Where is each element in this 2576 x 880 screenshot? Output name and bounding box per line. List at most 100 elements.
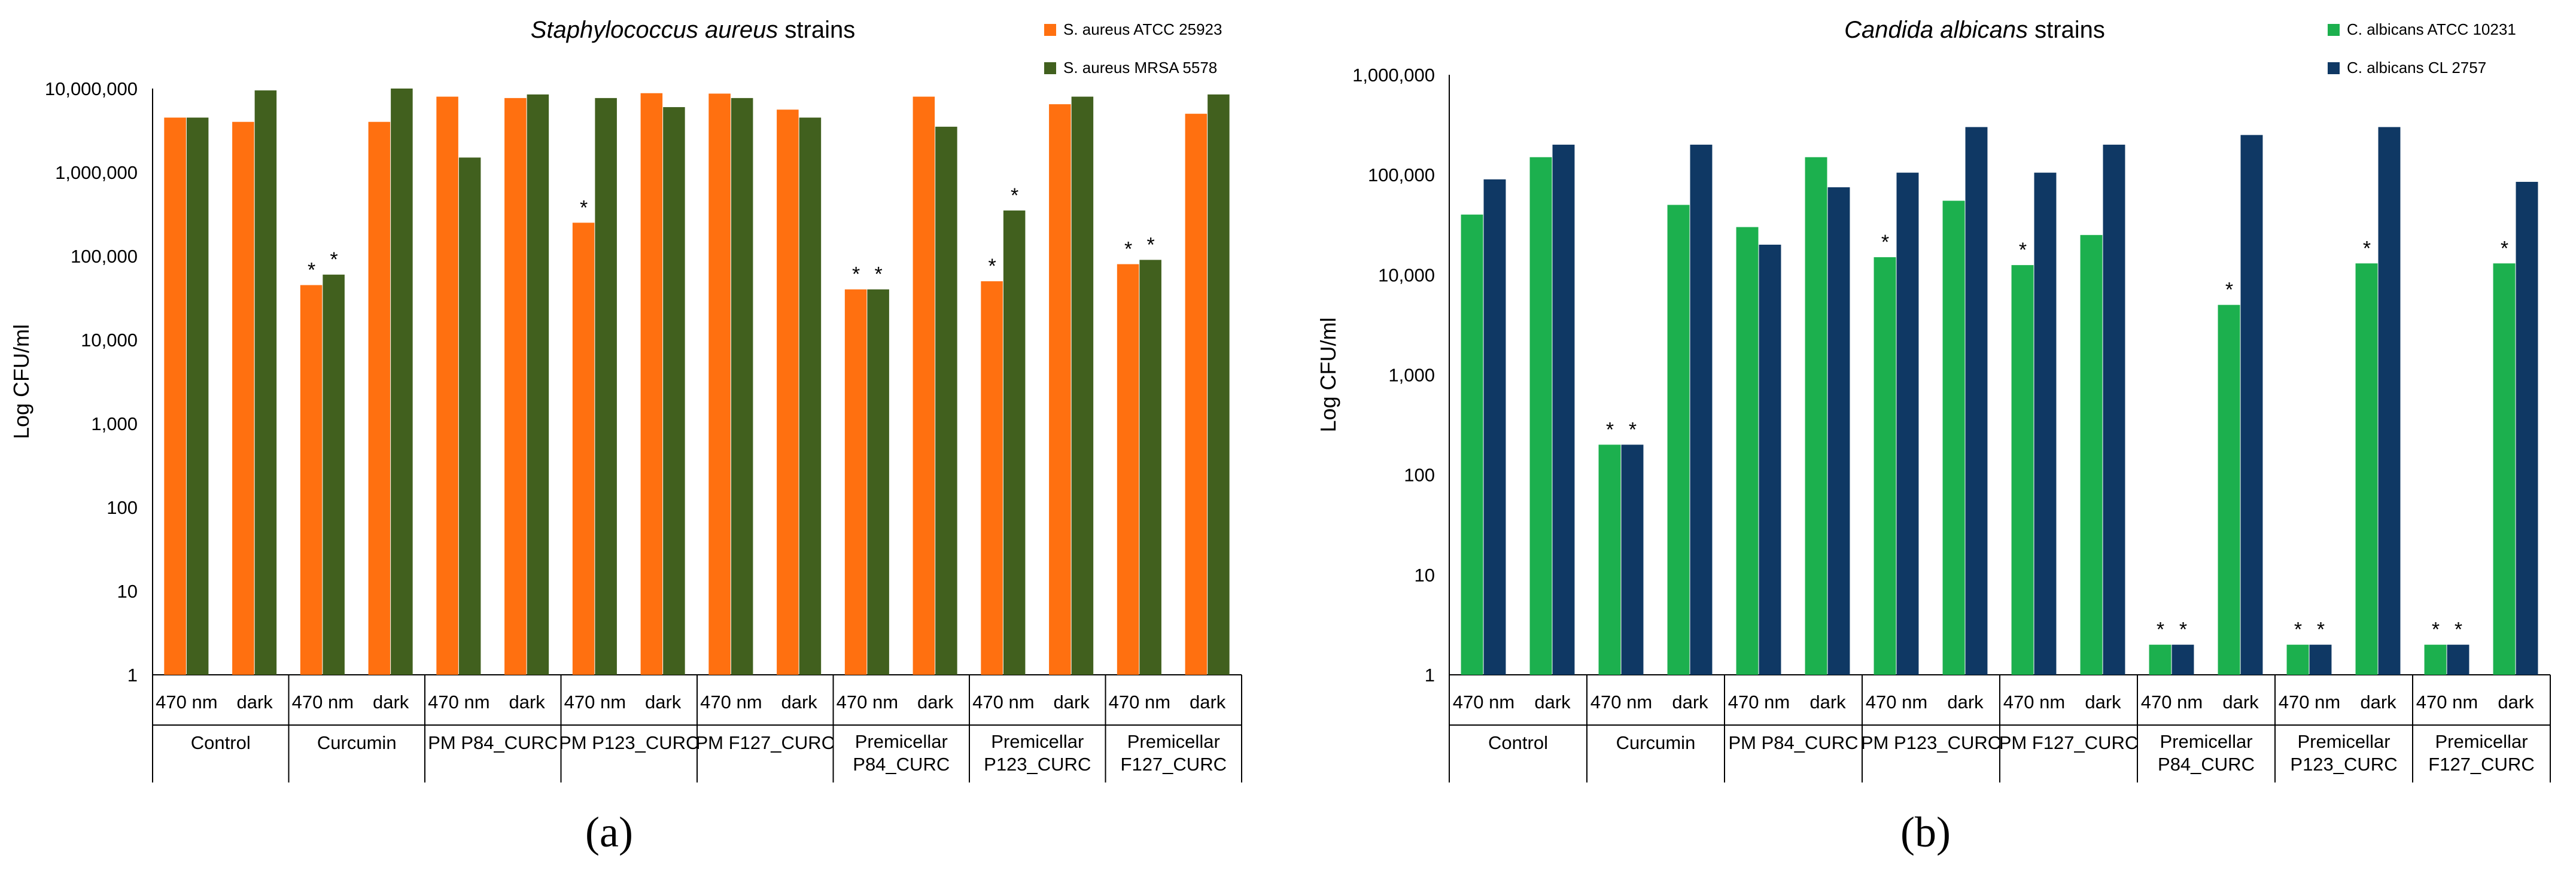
x-subcategory-label: dark	[781, 692, 817, 712]
x-subcategory-label: 470 nm	[1109, 692, 1170, 712]
bar	[1827, 187, 1850, 675]
x-subcategory-label: 470 nm	[837, 692, 898, 712]
x-group-label: PM P123_CURC	[1861, 732, 2001, 753]
significance-mark: *	[2317, 619, 2325, 641]
bar	[572, 223, 595, 675]
significance-mark: *	[988, 255, 996, 278]
significance-mark: *	[1606, 418, 1614, 441]
legend-label: C. albicans ATCC 10231	[2347, 20, 2516, 38]
bar	[1208, 94, 1230, 675]
chart-title-rest: strains	[2028, 17, 2105, 43]
significance-mark: *	[1881, 231, 1889, 254]
bar	[867, 289, 889, 675]
y-tick-label: 1,000,000	[1352, 65, 1435, 86]
x-subcategory-label: dark	[2360, 692, 2396, 712]
x-subcategory-label: dark	[1672, 692, 1708, 712]
panel-label: (a)	[585, 808, 633, 856]
y-tick-label: 10	[117, 581, 138, 602]
bar	[2034, 172, 2057, 675]
chart-b: Candida albicans strains C. albicans ATCC…	[1316, 17, 2551, 856]
chart-title: Candida albicans strains	[1844, 17, 2105, 43]
x-subcategory-label: 470 nm	[1866, 692, 1927, 712]
significance-mark: *	[2225, 279, 2233, 302]
y-tick-label: 1	[1425, 665, 1435, 686]
significance-mark: *	[2179, 619, 2187, 641]
bar	[254, 90, 277, 675]
y-axis-label: Log CFU/ml	[1316, 317, 1340, 432]
bar	[708, 93, 731, 675]
x-subcategory-label: 470 nm	[1590, 692, 1652, 712]
y-tick-label: 10	[1415, 565, 1435, 586]
bar	[1942, 200, 1965, 675]
bar	[1049, 104, 1071, 675]
x-subcategory-label: 470 nm	[972, 692, 1034, 712]
bar	[2309, 644, 2332, 675]
chart-title-italic: Candida albicans	[1844, 17, 2028, 43]
significance-mark: *	[1124, 238, 1132, 261]
bar	[1667, 205, 1690, 675]
x-group-label: Premicellar	[1127, 731, 1220, 752]
x-subcategory-label: 470 nm	[2279, 692, 2340, 712]
bar	[232, 121, 254, 675]
panel-label: (b)	[1900, 808, 1951, 856]
bar	[1185, 114, 1208, 675]
bar	[1552, 144, 1575, 675]
x-subcategory-label: dark	[1190, 692, 1226, 712]
x-group-label: PM F127_CURC	[695, 732, 835, 753]
bar	[391, 89, 413, 675]
significance-mark: *	[1147, 233, 1155, 256]
y-tick-label: 10,000	[1378, 264, 1435, 285]
x-subcategory-label: 470 nm	[428, 692, 489, 712]
bar	[777, 109, 799, 675]
x-group-label: Curcumin	[317, 732, 397, 753]
bar	[368, 121, 391, 675]
bar	[1896, 172, 1919, 675]
x-group-label: Control	[1488, 732, 1548, 753]
bar	[595, 98, 617, 675]
bar	[1690, 144, 1713, 675]
bar	[1139, 260, 1161, 675]
x-group-label: F127_CURC	[1121, 754, 1227, 775]
bar	[2447, 644, 2469, 675]
legend-label: S. aureus MRSA 5578	[1063, 59, 1217, 77]
bar	[2103, 144, 2125, 675]
y-tick-label: 100,000	[1368, 165, 1435, 185]
y-axis-label: Log CFU/ml	[9, 324, 34, 439]
legend-swatch	[1044, 24, 1056, 36]
bar	[1483, 179, 1506, 675]
x-subcategory-label: 470 nm	[1728, 692, 1790, 712]
x-subcategory-label: dark	[509, 692, 545, 712]
x-subcategory-label: dark	[917, 692, 954, 712]
bar	[981, 281, 1003, 675]
chart-title: Staphylococcus aureus strains	[531, 17, 856, 43]
bar	[1003, 210, 1026, 675]
bar	[1874, 257, 1896, 675]
x-group-label: Premicellar	[991, 731, 1084, 752]
x-group-label: Curcumin	[1616, 732, 1696, 753]
legend-swatch	[2328, 62, 2340, 74]
bar	[2493, 263, 2516, 675]
x-group-label: Control	[191, 732, 251, 753]
chart-a: Staphylococcus aureus strains S. aureus A…	[9, 17, 1242, 856]
y-tick-label: 10,000,000	[45, 78, 138, 99]
significance-mark: *	[2501, 237, 2508, 260]
x-subcategory-label: dark	[1947, 692, 1984, 712]
bar	[504, 98, 527, 675]
bar	[1805, 157, 1827, 675]
x-subcategory-label: 470 nm	[2141, 692, 2203, 712]
bar	[640, 93, 663, 675]
x-group-label: P123_CURC	[984, 754, 1091, 775]
bar	[436, 96, 458, 675]
bar	[2424, 644, 2447, 675]
significance-mark: *	[2363, 237, 2371, 260]
significance-mark: *	[330, 248, 338, 271]
significance-mark: *	[308, 259, 315, 282]
x-group-label: PM F127_CURC	[1999, 732, 2139, 753]
bar	[1461, 214, 1483, 675]
x-group-label: PM P84_CURC	[428, 732, 558, 753]
x-subcategory-label: 470 nm	[292, 692, 354, 712]
bar	[2218, 305, 2240, 675]
significance-mark: *	[2432, 619, 2440, 641]
significance-mark: *	[875, 263, 883, 286]
bar	[2171, 644, 2194, 675]
